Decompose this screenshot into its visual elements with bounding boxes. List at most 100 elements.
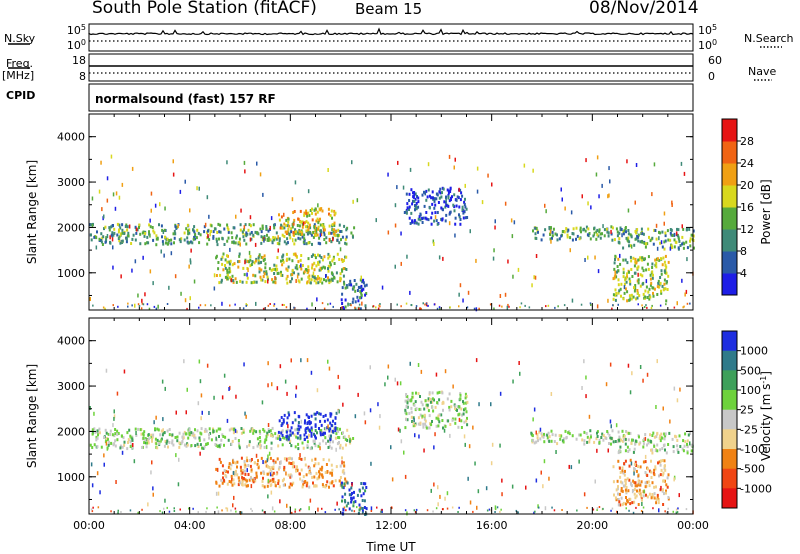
nsky-trace	[88, 27, 694, 36]
colorbar-tick-label: 4	[740, 267, 747, 280]
colorbar-frame	[721, 330, 738, 509]
beam-label: Beam 15	[355, 0, 423, 18]
nsearch-label: N.Search	[744, 32, 794, 45]
power-colorbar-label: Power [dB]	[759, 179, 773, 244]
colorbar-tick-label: -25	[740, 423, 758, 436]
x-tick-label: 20:00	[576, 519, 608, 532]
freq-right-tick-top: 60	[708, 54, 722, 67]
power-panel-frame	[88, 113, 694, 311]
colorbar-segment	[722, 449, 737, 470]
nsky-label: N.Sky	[4, 32, 36, 45]
date-label: 08/Nov/2014	[589, 0, 699, 18]
power-axes: 1000 2000 3000 4000	[57, 114, 694, 310]
colorbar-segment	[722, 207, 737, 230]
echo-region	[403, 186, 469, 226]
colorbar-tick-label: 28	[740, 135, 754, 148]
echo-scatter	[89, 358, 694, 516]
colorbar-tick-label: 24	[740, 157, 754, 170]
freq-traces	[89, 65, 693, 74]
echo-region	[612, 458, 670, 507]
colorbar-tick-label: 500	[740, 364, 761, 377]
y-tick-label: 1000	[57, 471, 85, 484]
noise-left-tick-top: 105	[67, 23, 86, 38]
power-colorbar: 4 8 12 16 20 24 28	[721, 118, 754, 296]
echo-region	[278, 207, 338, 237]
x-tick-label: 00:00	[677, 519, 709, 532]
freq-right-tick-bottom: 0	[708, 70, 715, 83]
y-tick-label: 1000	[57, 267, 85, 280]
colorbar-segment	[722, 488, 737, 509]
colorbar-segment	[722, 119, 737, 142]
colorbar-segment	[722, 141, 737, 164]
noise-panel-frame	[88, 23, 694, 52]
x-axis-label: Time UT	[365, 540, 416, 554]
echo-region	[617, 431, 694, 455]
x-tick-label: 12:00	[375, 519, 407, 532]
nave-label: Nave	[748, 65, 777, 78]
freq-left-tick-top: 18	[72, 54, 86, 67]
colorbar-tick-label: 8	[740, 245, 747, 258]
echo-scatter	[89, 154, 694, 312]
colorbar-tick-label: 20	[740, 179, 754, 192]
echo-region	[530, 429, 630, 446]
noise-right-tick-top: 105	[698, 23, 717, 38]
y-tick-label: 2000	[57, 425, 85, 438]
noise-right-tick-bottom: 100	[698, 38, 717, 53]
y-tick-label: 3000	[57, 176, 85, 189]
noise-traces	[88, 27, 694, 42]
echo-region	[340, 278, 368, 311]
velocity-panel-frame	[88, 317, 694, 515]
echo-region	[404, 390, 469, 430]
colorbar-tick-label: 25	[740, 404, 754, 417]
echo-region	[215, 252, 348, 285]
y-tick-label: 3000	[57, 380, 85, 393]
power-heatmap	[89, 154, 695, 312]
x-tick-label: 00:00	[73, 519, 105, 532]
colorbar-segment	[722, 370, 737, 391]
cpid-label: CPID	[6, 89, 36, 102]
chart-title: South Pole Station (fitACF)	[92, 0, 317, 18]
freq-panel-frame	[88, 53, 694, 82]
y-tick-label: 4000	[57, 131, 85, 144]
colorbar-tick-label: -100	[740, 443, 765, 456]
colorbar-segment	[722, 409, 737, 430]
freq-left-tick-bottom: 8	[79, 70, 86, 83]
colorbar-segment	[722, 229, 737, 252]
colorbar-segment	[722, 273, 737, 296]
colorbar-tick-label: -500	[740, 463, 765, 476]
colorbar-tick-label: 1000	[740, 345, 768, 358]
colorbar-segment	[722, 185, 737, 208]
velocity-colorbar: 1000 500 100 25 -25 -100 -500 -1000	[721, 330, 772, 509]
freq-label: Freq.	[6, 57, 34, 70]
y-tick-label: 2000	[57, 221, 85, 234]
noise-left-tick-bottom: 100	[67, 38, 86, 53]
echo-region	[277, 411, 338, 442]
x-tick-label: 08:00	[274, 519, 306, 532]
colorbar-segment	[722, 390, 737, 411]
echo-region	[612, 254, 670, 303]
velocity-axes: 1000 2000 3000 4000 00:00 04:00 08:00 12:00 16:0…	[57, 318, 709, 532]
colorbar-segment	[722, 163, 737, 186]
echo-region	[89, 426, 355, 451]
echo-region	[89, 222, 356, 247]
x-tick-label: 04:00	[174, 519, 206, 532]
colorbar-segment	[722, 468, 737, 489]
freq-unit-label: [MHz]	[2, 69, 35, 82]
power-ylabel: Slant Range [km]	[25, 160, 39, 264]
echo-region	[532, 225, 630, 242]
colorbar-tick-label: 100	[740, 384, 761, 397]
y-tick-label: 4000	[57, 335, 85, 348]
colorbar-segment	[722, 350, 737, 371]
colorbar-tick-label: -1000	[740, 482, 772, 495]
colorbar-tick-label: 16	[740, 201, 754, 214]
colorbar-segment	[722, 331, 737, 352]
cpid-panel-frame	[88, 83, 694, 112]
colorbar-tick-label: 12	[740, 223, 754, 236]
colorbar-segment	[722, 251, 737, 274]
colorbar-segment	[722, 429, 737, 450]
velocity-colorbar-label: Velocity [m s-1]	[759, 371, 774, 461]
velocity-ylabel: Slant Range [km]	[25, 364, 39, 468]
cpid-mode-text: normalsound (fast) 157 RF	[95, 92, 276, 106]
velocity-heatmap	[89, 358, 694, 516]
